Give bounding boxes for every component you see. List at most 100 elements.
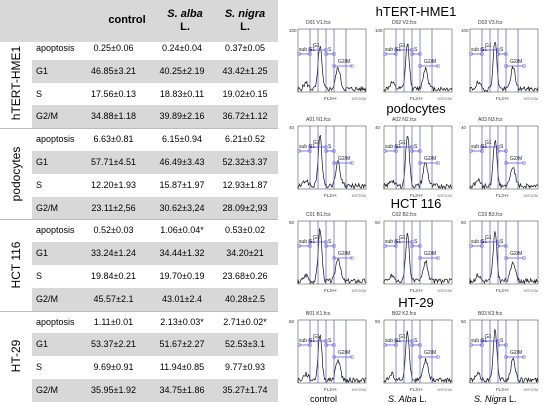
table-row: G1 53.37±2.21 51.67±2.27 52.53±3.1 [32, 333, 278, 357]
row-label: S [36, 362, 43, 373]
plot-frame [383, 220, 453, 285]
y-axis-max: 50 [461, 319, 467, 324]
plot-frame [469, 28, 539, 93]
gate-handle [297, 343, 301, 347]
group-label: hTERT-HME1 [0, 37, 32, 128]
gate-handle [410, 145, 414, 149]
gate-handle [418, 161, 422, 165]
x-axis-label: FL3-H [410, 387, 423, 392]
cell-s-nigra: 52.53±3.1 [225, 339, 265, 350]
y-axis-max: 40 [461, 125, 467, 130]
gate-label-g1: G1 [313, 140, 320, 146]
gate-label-s: S [500, 144, 504, 150]
cell-s-alba: 34.44±1.32 [159, 248, 205, 259]
panel-file-label: B03 K3.fcs [478, 311, 503, 317]
cell-s-alba: 46.49±3.43 [159, 157, 205, 167]
cell-s-alba: 51.67±2.27 [159, 339, 205, 350]
x-axis-sublabel: MITOOM [523, 97, 538, 101]
gate-handle [496, 149, 500, 153]
cell-control: 12.20±1.93 [91, 179, 136, 190]
gate-handle [297, 149, 301, 153]
y-axis-max: 50 [375, 220, 381, 225]
gate-handle [522, 256, 526, 260]
gate-handle [308, 343, 312, 347]
gate-handle [324, 244, 328, 248]
footer-s-alba-suffix: L. [416, 394, 427, 404]
section-title: hTERT-HME1 [375, 4, 457, 19]
header-s-alba-suffix: L. [180, 21, 190, 33]
cell-s-nigra: 34.20±21 [226, 248, 264, 259]
gate-label-g1: G1 [399, 140, 406, 146]
gate-handle [297, 52, 301, 56]
table-row: S 12.20±1.93 15.87±1.97 12.93±1.87 [32, 174, 278, 197]
cell-s-nigra: 35.27±1.74 [222, 385, 268, 395]
group-divider [0, 219, 278, 221]
histogram-curve [469, 328, 539, 384]
gate-handle [332, 64, 336, 68]
gate-label-s: S [328, 47, 332, 53]
gate-handle [418, 355, 422, 359]
histogram-plot [297, 28, 367, 93]
gate-handle [504, 256, 508, 260]
x-axis-label: FL3-H [324, 288, 337, 293]
histogram-curve [297, 46, 367, 93]
gate-handle [332, 149, 336, 153]
gate-handle [394, 48, 398, 52]
group-label-text: HCT 116 [9, 241, 23, 289]
gate-handle [308, 52, 312, 56]
cell-s-alba: 0.24±0.04 [162, 43, 202, 53]
plot-frame [297, 125, 367, 190]
header-control: control [108, 14, 146, 26]
cell-s-nigra: 2.71±0.02* [223, 316, 267, 327]
cell-s-nigra: 0.53±0.02 [225, 225, 265, 236]
panel-file-label: D03 V3.fcs [478, 20, 503, 26]
gate-label-s: S [500, 239, 504, 245]
gate-label-g2m: G2/M [424, 350, 437, 356]
gate-label-g1: G1 [485, 43, 492, 49]
x-axis-sublabel: MITOOM [523, 289, 538, 293]
gate-label-g1: G1 [399, 235, 406, 241]
gate-handle [418, 52, 422, 56]
gate-handle [410, 343, 414, 347]
gate-label-g2m: G2/M [338, 251, 351, 257]
panel-file-label: A02 N2.fcs [392, 117, 417, 123]
gate-handle [394, 145, 398, 149]
cell-s-nigra: 0.37±0.05 [225, 43, 265, 53]
cell-control: 0.52±0.03 [93, 225, 134, 236]
row-label: G1 [36, 339, 49, 350]
table-row: G1 33.24±1.24 34.44±1.32 34.20±21 [32, 242, 278, 265]
x-axis-label: FL3-H [410, 193, 423, 198]
footer-s-nigra: S. Nigra L. [474, 394, 517, 404]
gate-handle [410, 52, 414, 56]
gate-handle [504, 64, 508, 68]
gate-label-g1: G1 [485, 334, 492, 340]
gate-label-g1: G1 [313, 43, 320, 49]
histogram-plot [383, 319, 453, 384]
plot-frame [469, 319, 539, 384]
histogram-panel: C03 B3.fcs 50 FL3-H MITOOM sub G1 G1 S G2/M [460, 212, 540, 294]
gate-handle [324, 339, 328, 343]
cell-s-alba: 40.25±2.19 [159, 65, 205, 76]
gate-handle [496, 145, 500, 149]
cell-control: 17.56±0.13 [91, 88, 136, 99]
table-row: apoptosis 0.52±0.03 1.06±0.04* 0.53±0.02 [32, 219, 278, 242]
gate-handle [297, 244, 301, 248]
panel-file-label: B01 K1.fcs [306, 311, 331, 317]
cell-s-nigra: 36.72±1.12 [222, 111, 268, 122]
table-row: apoptosis 0.25±0.06 0.24±0.04 0.37±0.05 [32, 37, 278, 60]
gate-label-g2m: G2/M [510, 156, 523, 162]
gate-label-g2m: G2/M [338, 350, 351, 356]
gate-handle [418, 149, 422, 153]
histogram-curve [297, 134, 367, 190]
cell-s-nigra: 23.68±0.26 [222, 271, 268, 281]
x-axis-label: FL3-H [324, 387, 337, 392]
x-axis-sublabel: MITOOM [351, 289, 366, 293]
flow-cytometry-figure: hTERT-HME1 D01 V1.fcs 100 FL3-H MITOOM sub G1… [282, 0, 550, 405]
x-axis-sublabel: MITOOM [437, 194, 452, 198]
table-row: S 9.69±0.91 11.94±0.85 9.77±0.93 [32, 356, 278, 379]
gate-handle [332, 244, 336, 248]
header-s-alba-species: S. alba [167, 8, 203, 20]
cell-s-nigra: 6.21±0.52 [225, 134, 265, 145]
histogram-curve [469, 139, 539, 190]
gate-label-g2m: G2/M [510, 350, 523, 356]
